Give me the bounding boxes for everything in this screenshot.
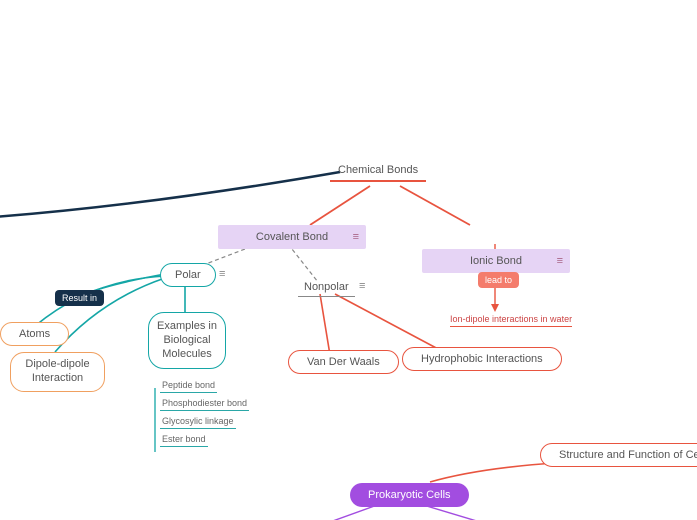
dipole-node[interactable]: Dipole-dipoleInteraction	[10, 352, 105, 392]
example-item[interactable]: Ester bond	[160, 432, 208, 447]
covalent-bond-node[interactable]: Covalent Bond ≡	[218, 225, 366, 249]
example-item[interactable]: Peptide bond	[160, 378, 217, 393]
example-3: Ester bond	[160, 432, 208, 447]
example-1: Phosphodiester bond	[160, 396, 249, 411]
nonpolar-label: Nonpolar	[304, 281, 349, 293]
ionic-bond-node[interactable]: Ionic Bond ≡	[422, 249, 570, 273]
example-2: Glycosylic linkage	[160, 414, 236, 429]
example-item[interactable]: Glycosylic linkage	[160, 414, 236, 429]
vdw-node[interactable]: Van Der Waals	[288, 350, 399, 374]
nonpolar-node[interactable]: Nonpolar	[298, 278, 355, 297]
atoms-label: Atoms	[19, 328, 50, 340]
root-label: Chemical Bonds	[338, 164, 418, 176]
example-item[interactable]: Phosphodiester bond	[160, 396, 249, 411]
cells-root-label: Structure and Function of Cells	[559, 449, 697, 461]
menu-icon[interactable]: ≡	[557, 255, 562, 267]
lead-to-tag: lead to	[478, 272, 519, 288]
ion-dipole-label: Ion-dipole interactions in water	[450, 314, 572, 324]
ionic-label: Ionic Bond	[470, 255, 522, 267]
connector-svg	[0, 0, 697, 520]
examples-node[interactable]: Examples inBiologicalMolecules	[148, 312, 226, 369]
result-in-tag: Result in	[55, 290, 104, 306]
cells-root-node[interactable]: Structure and Function of Cells	[540, 443, 697, 467]
polar-label: Polar	[175, 269, 201, 281]
polar-node[interactable]: Polar	[160, 263, 216, 287]
examples-label: Examples inBiologicalMolecules	[157, 320, 217, 360]
menu-icon[interactable]: ≡	[353, 231, 358, 243]
atoms-node[interactable]: Atoms	[0, 322, 69, 346]
vdw-label: Van Der Waals	[307, 356, 380, 368]
lead-to-label: lead to	[485, 275, 512, 285]
prokaryotic-node[interactable]: Prokaryotic Cells	[350, 483, 469, 507]
hydrophobic-label: Hydrophobic Interactions	[421, 353, 543, 365]
result-in-label: Result in	[62, 293, 97, 303]
menu-icon[interactable]: ≡	[359, 280, 364, 292]
hydrophobic-node[interactable]: Hydrophobic Interactions	[402, 347, 562, 371]
prokaryotic-label: Prokaryotic Cells	[368, 489, 451, 501]
menu-icon[interactable]: ≡	[219, 268, 224, 280]
root-chemical-bonds[interactable]: Chemical Bonds	[330, 160, 426, 182]
covalent-label: Covalent Bond	[256, 231, 328, 243]
dipole-label: Dipole-dipoleInteraction	[25, 358, 89, 384]
example-0: Peptide bond	[160, 378, 217, 393]
ion-dipole-node[interactable]: Ion-dipole interactions in water	[450, 314, 572, 327]
